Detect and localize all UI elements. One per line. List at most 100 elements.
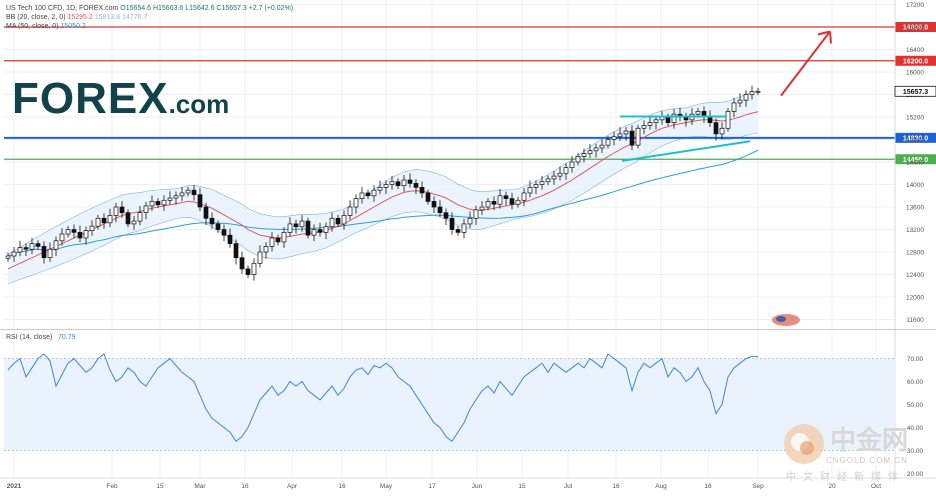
x-tick-label: 20 <box>828 483 836 490</box>
forex-logo: FOREX.com <box>12 74 229 124</box>
candle-body <box>77 232 83 239</box>
candle-body <box>515 199 521 205</box>
candle-body <box>491 201 497 205</box>
y-tick-label: 15200 <box>906 115 924 122</box>
candle-body <box>293 223 299 228</box>
candle-body <box>467 217 473 225</box>
candle-body <box>449 217 455 230</box>
candle-body <box>35 243 41 247</box>
candle-body <box>59 233 65 242</box>
candle-body <box>185 189 191 194</box>
candle-body <box>395 181 401 187</box>
candle-body <box>485 201 491 208</box>
level-price-label: 14450.0 <box>903 157 928 164</box>
candle-body <box>437 206 443 214</box>
y-tick-label: 13600 <box>906 205 924 212</box>
candle-body <box>125 212 131 225</box>
candle-body <box>539 181 545 185</box>
x-tick-label: 17 <box>428 483 436 490</box>
candle-body <box>707 116 713 123</box>
y-tick-label: 12000 <box>906 295 924 302</box>
candle-body <box>401 179 407 187</box>
cngold-logo-icon <box>784 424 824 464</box>
rsi-tick-label: 60.00 <box>907 379 924 386</box>
candle-body <box>233 243 239 259</box>
candle-body <box>251 262 257 275</box>
ohlc-close: C15657.3 <box>216 5 247 12</box>
candle-body <box>245 268 251 275</box>
candle-body <box>575 156 581 163</box>
y-tick-label: 17200 <box>906 2 924 9</box>
rsi-line <box>7 353 759 443</box>
candle-body <box>473 209 479 219</box>
candle-body <box>665 116 671 123</box>
bb-upper-value: 15813.8 <box>94 14 121 21</box>
y-tick-label: 14000 <box>906 182 924 189</box>
candle-body <box>161 199 167 206</box>
rsi-tick-label: 40.00 <box>907 425 924 432</box>
bb-mid-value: 15295.2 <box>67 14 93 21</box>
bb-label: BB (20, close, 2, 0) <box>6 14 66 21</box>
candle-body <box>119 206 125 214</box>
candle-body <box>521 192 527 201</box>
candle-body <box>29 243 35 250</box>
bollinger-band-fill <box>8 90 758 284</box>
candle-body <box>593 147 599 152</box>
candle-body <box>431 201 437 208</box>
x-tick-label: Mar <box>194 483 206 490</box>
candle-body <box>17 247 23 253</box>
candle-body <box>113 206 119 216</box>
candle-body <box>317 229 323 233</box>
candle-body <box>197 194 203 208</box>
candle-body <box>557 172 563 177</box>
rsi-tick-label: 70.00 <box>907 356 924 363</box>
rsi-band-fill <box>4 358 895 451</box>
candle-body <box>167 197 173 201</box>
candle-body <box>389 181 395 185</box>
candle-body <box>47 248 53 259</box>
candle-body <box>11 251 17 257</box>
candle-body <box>605 139 611 146</box>
candle-body <box>275 237 281 243</box>
candle-body <box>281 232 287 243</box>
watermark-sub: 中文财经新媒体 <box>786 472 905 483</box>
candle-body <box>71 229 77 233</box>
y-tick-label: 12800 <box>906 250 924 257</box>
candle-body <box>101 217 107 224</box>
candle-body <box>419 186 425 194</box>
candle-body <box>533 184 539 188</box>
x-tick-label: Aug <box>655 483 667 490</box>
candle-body <box>755 90 761 93</box>
candle-body <box>149 201 155 207</box>
candle-body <box>23 247 29 250</box>
candle-body <box>413 183 419 188</box>
candle-body <box>635 127 641 146</box>
x-tick-label: Jun <box>472 483 483 490</box>
x-tick-label: 16 <box>704 483 712 490</box>
candle-body <box>95 217 101 227</box>
logo-main: FOREX <box>12 74 169 123</box>
bollinger-lower-line <box>7 132 759 284</box>
candle-body <box>353 198 359 208</box>
candle-body <box>527 186 533 194</box>
candle-body <box>143 205 149 214</box>
level-price-tag <box>895 154 936 165</box>
candle-body <box>563 167 569 174</box>
candle-body <box>263 246 269 253</box>
x-tick-label: 16 <box>241 483 249 490</box>
candle-body <box>227 234 233 244</box>
projection-arrowhead <box>817 30 832 44</box>
candle-body <box>53 240 59 250</box>
candle-body <box>257 251 263 264</box>
candle-body <box>215 223 221 230</box>
candle-body <box>131 220 137 225</box>
level-price-label: 16800.0 <box>903 25 928 32</box>
candle-body <box>287 223 293 233</box>
x-tick-label: 16 <box>338 483 346 490</box>
candle-body <box>203 206 209 219</box>
candle-body <box>107 215 113 224</box>
candle-body <box>455 229 461 233</box>
candle-body <box>599 144 605 149</box>
rsi-tick-label: 50.00 <box>907 402 924 409</box>
